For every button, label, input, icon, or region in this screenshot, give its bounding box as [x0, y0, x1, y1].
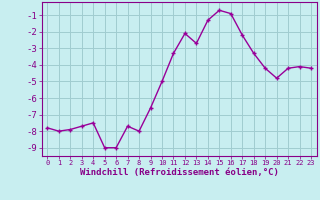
X-axis label: Windchill (Refroidissement éolien,°C): Windchill (Refroidissement éolien,°C): [80, 168, 279, 177]
